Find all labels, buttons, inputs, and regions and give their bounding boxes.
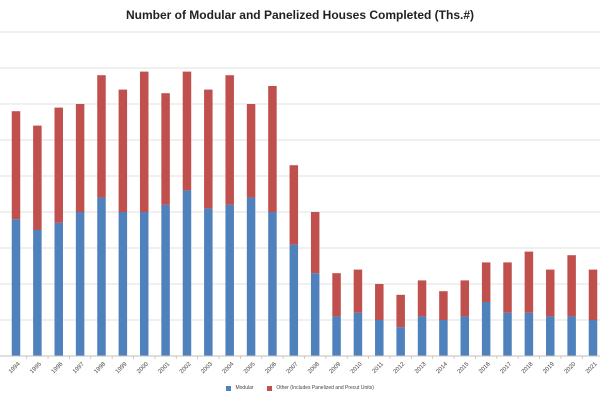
bar-other-2014 xyxy=(439,291,448,320)
x-tick-label-1998: 1998 xyxy=(93,361,107,375)
bar-modular-2000 xyxy=(139,212,149,356)
bar-modular-2019 xyxy=(546,316,555,356)
axes: 1994 1995 1996 1997 1998 1999 2000 2001 2002 2003… xyxy=(0,355,600,375)
bar-modular-2021 xyxy=(588,320,598,356)
bar-modular-2009 xyxy=(332,316,341,356)
x-tick-label-1995: 1995 xyxy=(29,361,43,375)
bar-modular-2002 xyxy=(182,190,192,356)
bar-modular-2018 xyxy=(524,312,534,356)
bar-other-2020 xyxy=(567,255,576,317)
bar-other-2009 xyxy=(332,273,341,317)
x-tick-label-2012: 2012 xyxy=(393,361,407,375)
x-tick-label-2001: 2001 xyxy=(158,361,172,375)
bar-modular-2020 xyxy=(567,316,576,356)
x-tick-label-2009: 2009 xyxy=(329,361,343,375)
legend-swatch-modular xyxy=(226,385,232,391)
bar-modular-2010 xyxy=(353,312,363,356)
bar-other-1997 xyxy=(75,104,85,212)
bar-other-1996 xyxy=(54,107,63,223)
x-tick-label-2003: 2003 xyxy=(200,361,214,375)
bar-modular-1996 xyxy=(54,222,63,356)
bar-other-2021 xyxy=(588,269,598,320)
bars xyxy=(11,71,598,356)
bar-other-1994 xyxy=(11,111,21,220)
legend-label-other: Other (Includes Panelized and Precut Uni… xyxy=(276,385,374,391)
bar-other-2018 xyxy=(524,251,534,313)
x-tick-label-1997: 1997 xyxy=(72,361,86,375)
bar-modular-2005 xyxy=(246,197,256,356)
bar-modular-1999 xyxy=(118,212,128,356)
bar-other-2000 xyxy=(139,71,149,212)
x-tick-label-2020: 2020 xyxy=(564,361,578,375)
bar-modular-2001 xyxy=(161,204,170,356)
x-tick-label-2017: 2017 xyxy=(500,361,514,375)
bar-modular-2012 xyxy=(396,327,405,356)
x-tick-label-1996: 1996 xyxy=(51,361,65,375)
bar-other-2004 xyxy=(225,75,234,205)
x-tick-label-2005: 2005 xyxy=(243,361,257,375)
bar-modular-2007 xyxy=(289,244,299,356)
bar-other-1999 xyxy=(118,89,128,212)
bar-other-1998 xyxy=(97,75,106,198)
legend-item-other: Other (Includes Panelized and Precut Uni… xyxy=(266,385,374,391)
bar-other-2008 xyxy=(310,212,320,274)
bar-modular-2004 xyxy=(225,204,234,356)
x-tick-label-2010: 2010 xyxy=(350,361,364,375)
bar-other-2007 xyxy=(289,165,299,245)
x-tick-label-2016: 2016 xyxy=(478,361,492,375)
bar-other-2015 xyxy=(460,280,470,317)
x-tick-label-2015: 2015 xyxy=(457,361,471,375)
bar-other-2016 xyxy=(481,262,491,302)
bar-modular-2016 xyxy=(481,302,491,356)
x-tick-label-1999: 1999 xyxy=(115,361,129,375)
bar-modular-1995 xyxy=(33,230,42,356)
bar-modular-1994 xyxy=(11,219,21,356)
bar-modular-2013 xyxy=(417,316,427,356)
x-tick-label-2018: 2018 xyxy=(521,361,535,375)
legend-label-modular: Modular xyxy=(235,385,254,391)
bar-other-2005 xyxy=(246,104,256,198)
legend: Modular Other (Includes Panelized and Pr… xyxy=(0,385,600,392)
bar-other-2012 xyxy=(396,294,405,328)
bar-modular-1998 xyxy=(97,197,106,356)
bar-modular-2015 xyxy=(460,316,470,356)
x-tick-label-2002: 2002 xyxy=(179,361,193,375)
bar-modular-2008 xyxy=(310,273,320,356)
legend-item-modular: Modular xyxy=(226,385,254,391)
x-tick-label-2000: 2000 xyxy=(136,361,150,375)
bar-other-2013 xyxy=(417,280,427,317)
x-tick-label-1994: 1994 xyxy=(8,361,22,375)
bar-modular-2017 xyxy=(503,312,512,356)
x-tick-label-2013: 2013 xyxy=(414,361,428,375)
bar-modular-2011 xyxy=(375,320,384,356)
chart-title: Number of Modular and Panelized Houses C… xyxy=(125,8,475,22)
bar-other-2017 xyxy=(503,262,512,313)
x-tick-label-2014: 2014 xyxy=(435,361,449,375)
bar-other-1995 xyxy=(33,125,42,230)
bar-other-2002 xyxy=(182,71,192,191)
x-tick-label-2004: 2004 xyxy=(222,361,236,375)
x-tick-label-2006: 2006 xyxy=(264,361,278,375)
x-tick-label-2008: 2008 xyxy=(307,361,321,375)
bar-modular-2006 xyxy=(268,212,277,356)
bar-other-2019 xyxy=(546,269,555,317)
bar-other-2006 xyxy=(268,86,277,212)
bar-modular-2014 xyxy=(439,320,448,356)
x-tick-label-2007: 2007 xyxy=(286,361,300,375)
bar-other-2003 xyxy=(204,89,213,209)
bar-other-2011 xyxy=(375,284,384,320)
legend-swatch-other xyxy=(266,385,272,391)
x-tick-label-2011: 2011 xyxy=(372,361,386,375)
bar-other-2010 xyxy=(353,269,363,313)
bar-modular-2003 xyxy=(204,208,213,356)
x-tick-label-2019: 2019 xyxy=(542,361,556,375)
bar-modular-1997 xyxy=(75,212,85,356)
bar-other-2001 xyxy=(161,93,170,205)
x-tick-label-2021: 2021 xyxy=(585,361,599,375)
